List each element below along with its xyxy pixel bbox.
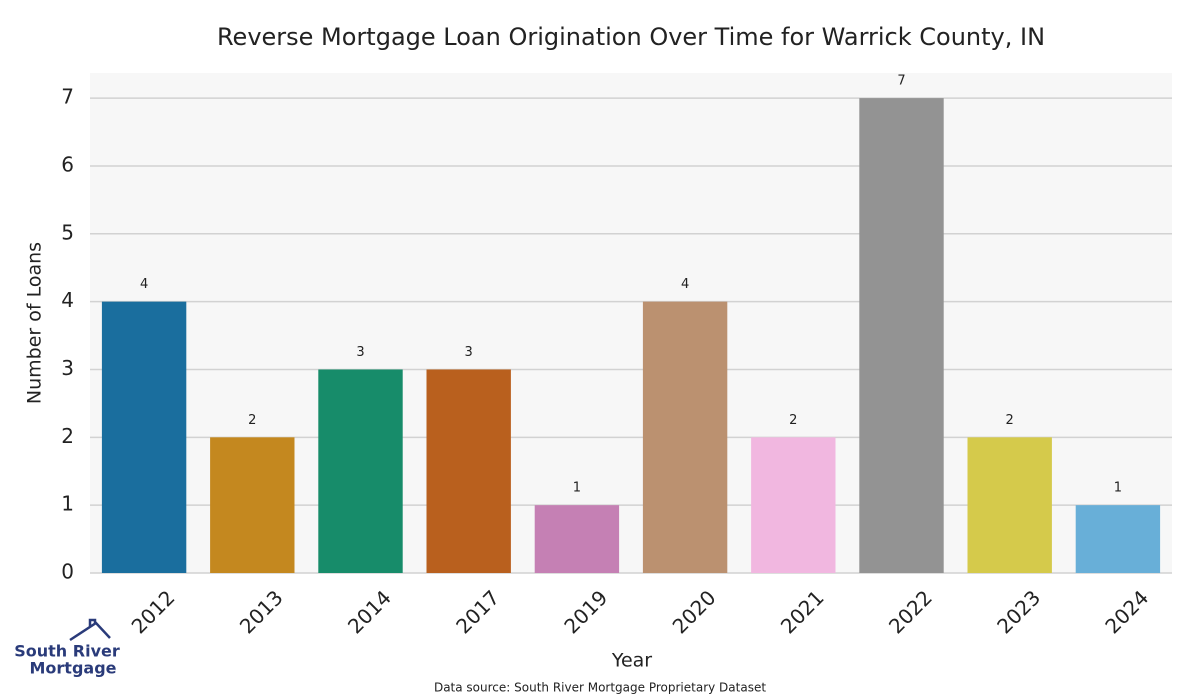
y-tick-label: 2 (61, 424, 74, 448)
x-tick-label: 2021 (776, 585, 829, 638)
x-tick-label: 2022 (884, 585, 937, 638)
bar (967, 437, 1052, 573)
x-tick-label: 2017 (451, 585, 504, 638)
y-tick-label: 1 (61, 492, 74, 516)
value-label: 3 (356, 345, 364, 360)
value-label: 2 (789, 413, 797, 428)
x-tick-label: 2024 (1100, 585, 1153, 638)
logo-text: South River (14, 642, 120, 661)
bar (318, 369, 403, 573)
bar (426, 369, 511, 573)
bar (101, 301, 187, 573)
logo-house (69, 618, 111, 642)
x-tick-label: 2019 (559, 585, 612, 638)
bar (642, 301, 728, 573)
bar (210, 437, 295, 573)
y-tick-label: 6 (61, 152, 74, 176)
logo: South River Mortgage (14, 618, 120, 678)
logo-text: Mortgage (29, 659, 116, 678)
y-tick-label: 0 (61, 560, 74, 584)
y-tick-label: 5 (61, 220, 74, 244)
value-label: 4 (140, 277, 148, 292)
bar (751, 437, 836, 573)
value-label: 2 (1006, 413, 1014, 428)
value-label: 4 (681, 277, 689, 292)
y-axis-label: Number of Loans (24, 242, 46, 404)
value-label: 1 (573, 481, 581, 496)
x-tick-label: 2023 (992, 585, 1045, 638)
value-label: 3 (465, 345, 473, 360)
x-tick-label: 2013 (235, 585, 288, 638)
chart-title: Reverse Mortgage Loan Origination Over T… (217, 23, 1045, 51)
y-tick-label: 4 (61, 288, 74, 312)
x-tick-label: 2020 (668, 585, 721, 638)
bar (534, 505, 620, 573)
value-label: 2 (248, 413, 256, 428)
value-label: 7 (897, 74, 905, 89)
bar (1075, 505, 1161, 573)
value-label: 1 (1114, 481, 1122, 496)
x-tick-label: 2014 (343, 585, 396, 638)
x-tick-label: 2012 (127, 585, 180, 638)
bar (859, 98, 944, 574)
y-tick-label: 7 (61, 85, 74, 109)
x-axis-label: Year (611, 650, 652, 672)
y-tick-label: 3 (61, 356, 74, 380)
source-note: Data source: South River Mortgage Propri… (434, 681, 766, 695)
